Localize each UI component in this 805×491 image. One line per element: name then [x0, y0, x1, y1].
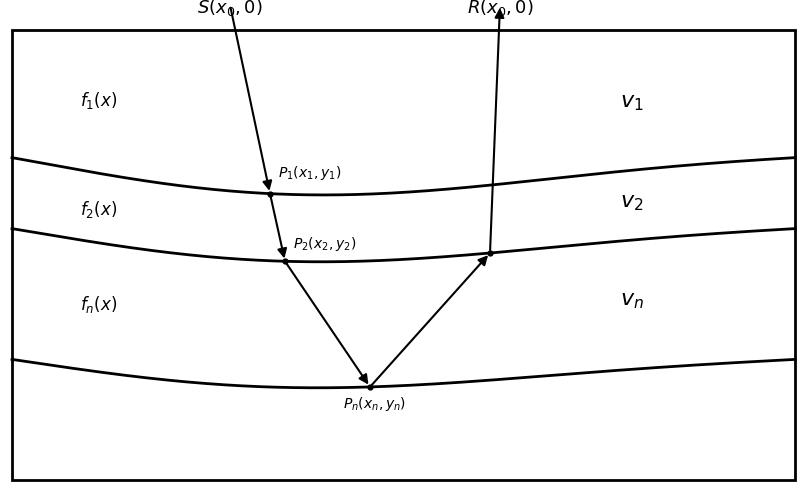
Text: $f_2(x)$: $f_2(x)$ — [80, 199, 118, 220]
Text: $P_n(x_n,y_n)$: $P_n(x_n,y_n)$ — [344, 395, 407, 413]
Text: $R(x_0,0)$: $R(x_0,0)$ — [467, 0, 534, 18]
Text: $v_n$: $v_n$ — [620, 289, 644, 311]
Text: $S(x_0,0)$: $S(x_0,0)$ — [197, 0, 263, 18]
Text: $v_1$: $v_1$ — [620, 91, 643, 113]
Text: $v_2$: $v_2$ — [620, 191, 643, 214]
Text: $P_2(x_2,y_2)$: $P_2(x_2,y_2)$ — [293, 235, 357, 253]
Text: $f_1(x)$: $f_1(x)$ — [80, 89, 118, 110]
Text: $P_1(x_1,y_1)$: $P_1(x_1,y_1)$ — [278, 164, 341, 182]
Text: $f_n(x)$: $f_n(x)$ — [80, 294, 118, 315]
